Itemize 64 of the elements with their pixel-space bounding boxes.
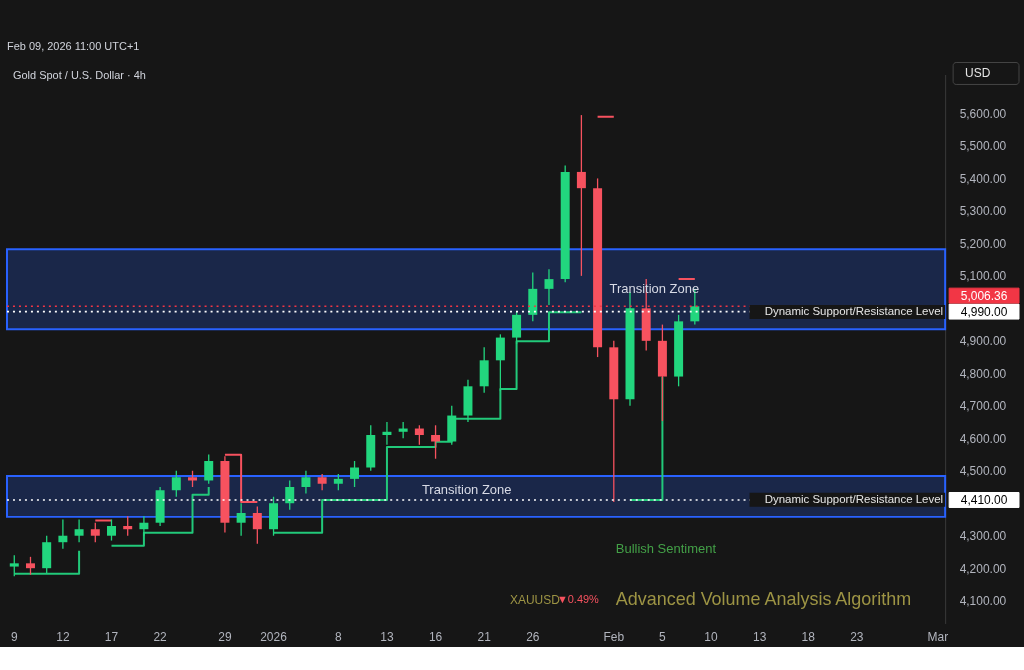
annotation: Dynamic Support/Resistance Level bbox=[764, 492, 944, 505]
x-tick-label: 5 bbox=[659, 629, 667, 644]
candlestick bbox=[58, 518, 68, 550]
x-tick-label: 13 bbox=[380, 629, 394, 644]
x-tick-label: 2026 bbox=[260, 629, 288, 644]
annotation: Advanced Volume Analysis Algorithm bbox=[615, 589, 912, 610]
y-tick-label: 5,100.00 bbox=[959, 269, 1007, 284]
x-tick-label: 13 bbox=[752, 629, 767, 644]
candlestick bbox=[74, 518, 84, 543]
y-tick-label: 5,400.00 bbox=[959, 171, 1007, 186]
x-tick-label: 9 bbox=[10, 629, 18, 644]
candlestick bbox=[171, 470, 181, 498]
ref-line-label: 4,410.00 bbox=[960, 492, 1008, 507]
candlestick bbox=[9, 554, 19, 577]
candlestick bbox=[252, 505, 262, 545]
candlestick bbox=[301, 470, 311, 495]
y-tick-label: 5,200.00 bbox=[959, 236, 1007, 251]
y-tick-label: 4,900.00 bbox=[959, 334, 1007, 349]
text: Feb 09, 2026 11:00 UTC+1 bbox=[6, 39, 140, 52]
y-tick-label: 4,600.00 bbox=[959, 431, 1007, 446]
candlestick bbox=[285, 479, 295, 511]
annotation: Bullish Sentiment bbox=[615, 540, 717, 556]
band-label: Transition Zone bbox=[421, 482, 512, 498]
x-tick-label: 8 bbox=[335, 629, 343, 644]
candlestick bbox=[123, 515, 133, 537]
y-tick-label: 5,300.00 bbox=[959, 204, 1007, 219]
candlestick bbox=[236, 502, 246, 537]
candlestick bbox=[431, 424, 441, 460]
x-tick-label: Feb bbox=[603, 629, 625, 644]
y-tick-label: 4,500.00 bbox=[959, 464, 1007, 479]
y-tick-label: 4,200.00 bbox=[959, 561, 1007, 576]
x-tick-label: 29 bbox=[218, 629, 232, 644]
x-tick-label: Mar bbox=[927, 629, 949, 644]
y-axis-title: USD bbox=[965, 66, 991, 81]
x-tick-label: 10 bbox=[704, 629, 719, 644]
x-tick-label: 12 bbox=[56, 629, 70, 644]
x-tick-label: 23 bbox=[850, 629, 864, 644]
candlestick bbox=[204, 453, 214, 485]
x-tick-label: 18 bbox=[801, 629, 816, 644]
y-tick-label: 4,800.00 bbox=[959, 366, 1007, 381]
x-tick-label: 17 bbox=[104, 629, 119, 644]
y-tick-label: 5,600.00 bbox=[959, 106, 1007, 121]
candlestick bbox=[139, 515, 149, 537]
y-tick-label: 5,500.00 bbox=[959, 139, 1007, 154]
y-tick-label: 4,300.00 bbox=[959, 529, 1007, 544]
ref-line-label: 5,006.36 bbox=[960, 288, 1008, 303]
candlestick bbox=[90, 522, 100, 543]
ref-line-label: 4,990.00 bbox=[960, 304, 1008, 319]
candlestick bbox=[107, 518, 116, 542]
candlestick bbox=[512, 310, 522, 345]
candlestick bbox=[414, 424, 424, 446]
x-tick-label: 16 bbox=[428, 629, 443, 644]
candlestick bbox=[382, 421, 392, 446]
y-tick-label: 4,100.00 bbox=[959, 594, 1007, 609]
chart-title: Gold Spot / U.S. Dollar · 4h bbox=[12, 69, 146, 82]
candlestick bbox=[576, 114, 586, 277]
x-tick-label: 26 bbox=[526, 629, 540, 644]
candlestick bbox=[350, 460, 360, 488]
x-tick-label: 22 bbox=[153, 629, 168, 644]
candlestick bbox=[495, 333, 505, 392]
candlestick bbox=[544, 268, 554, 306]
y-tick-label: 4,700.00 bbox=[959, 399, 1007, 414]
annotation: Dynamic Support/Resistance Level bbox=[764, 305, 944, 318]
x-tick-label: 21 bbox=[477, 629, 492, 644]
